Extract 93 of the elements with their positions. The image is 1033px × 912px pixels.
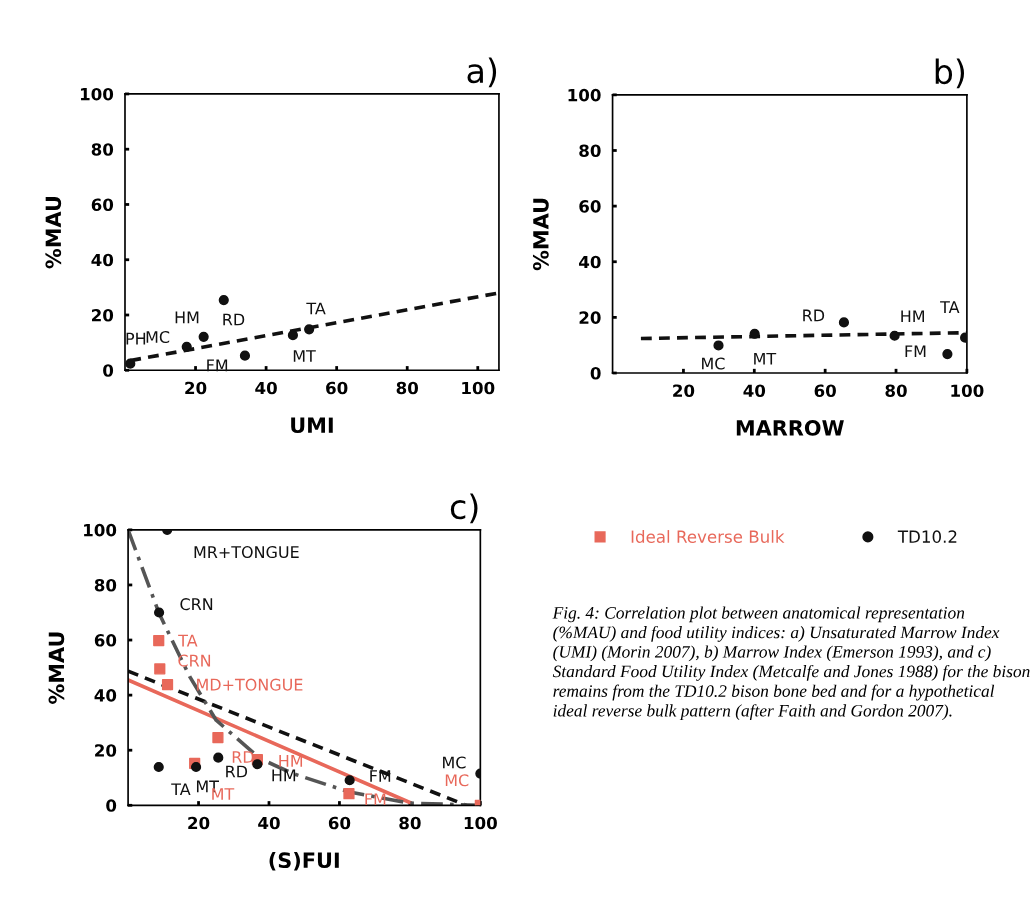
- y-axis-title: %MAU: [48, 632, 65, 704]
- annotation: HM: [279, 755, 303, 767]
- chart-title: b): [935, 58, 965, 89]
- x-tick-label: 80: [396, 381, 419, 395]
- annotation: MT: [754, 352, 777, 365]
- annotation: MT: [293, 350, 316, 362]
- annotation: MC: [445, 774, 469, 787]
- y-tick-label: 40: [91, 253, 114, 267]
- point: [212, 731, 224, 744]
- annotation: TA: [306, 302, 326, 315]
- y-tick-label: 40: [579, 255, 601, 269]
- y-tick-label: 0: [103, 364, 114, 377]
- y-tick-label: 100: [80, 87, 114, 101]
- y-tick-label: 80: [91, 143, 114, 156]
- annotation: MR+TONGUE: [194, 546, 299, 559]
- point: [287, 330, 299, 341]
- y-tick-label: 40: [94, 689, 117, 702]
- x-tick-label: 20: [185, 381, 207, 395]
- annotation: FM: [905, 345, 926, 358]
- y-tick-label: 100: [568, 88, 601, 102]
- x-tick-label: 100: [464, 816, 497, 830]
- point: [942, 349, 953, 360]
- x-tick-label: 60: [814, 384, 836, 398]
- annotation: TA: [940, 301, 960, 313]
- x-tick-label: 40: [255, 381, 277, 395]
- point: [218, 294, 229, 306]
- x-tick-label: 100: [951, 384, 984, 398]
- annotation: HM: [901, 310, 924, 323]
- point: [304, 324, 315, 335]
- annotation: MC: [702, 357, 725, 370]
- y-tick-label: 20: [579, 311, 601, 324]
- point: [153, 761, 164, 773]
- y-tick-label: 60: [91, 198, 114, 212]
- x-tick-label: 60: [326, 381, 348, 395]
- annotation: PH: [126, 332, 146, 345]
- point: [154, 663, 166, 675]
- point: [889, 330, 900, 341]
- point: [239, 350, 251, 361]
- x-tick-label: 60: [328, 816, 351, 830]
- y-tick-label: 60: [579, 200, 601, 213]
- legend-label: Ideal Reverse Bulk: [631, 530, 785, 543]
- point: [153, 634, 165, 647]
- x-axis-title: (S)FUI: [269, 852, 339, 871]
- legend-label: TD10.2: [897, 530, 957, 543]
- point: [343, 788, 355, 800]
- point: [749, 328, 760, 339]
- x-tick-label: 80: [885, 384, 907, 398]
- y-axis-title: %MAU: [45, 197, 62, 269]
- y-tick-label: 20: [95, 744, 117, 757]
- x-tick-label: 20: [673, 384, 695, 398]
- y-axis-title: %MAU: [532, 198, 549, 271]
- annotation: FM: [207, 359, 228, 372]
- annotation: CRN: [180, 598, 213, 611]
- x-tick-label: 40: [743, 384, 766, 398]
- point: [713, 340, 724, 351]
- y-tick-label: 80: [579, 144, 601, 158]
- annotation: RD: [803, 309, 825, 322]
- y-tick-label: 60: [94, 634, 117, 647]
- annotation: HM: [175, 311, 199, 324]
- point: [198, 331, 209, 342]
- y-tick-label: 0: [106, 799, 117, 812]
- point: [125, 358, 136, 369]
- annotation: RD: [223, 313, 245, 326]
- chart-title: c): [450, 493, 478, 524]
- point: [154, 607, 165, 618]
- point: [190, 761, 202, 773]
- annotation: FM: [365, 793, 386, 806]
- point: [161, 679, 174, 691]
- y-tick-label: 0: [590, 366, 601, 380]
- x-axis-title: UMI: [291, 417, 333, 434]
- annotation: TA: [178, 634, 198, 647]
- annotation: TA: [171, 783, 191, 796]
- x-tick-label: 80: [399, 816, 421, 830]
- caption: Fig. 4: Correlation plot between anatomical representation (%MAU) and food utility indices: a) Unsaturated Marrow Index (UMI) (Morin 2007), b) Marrow Index (Emerson 1993), and c) Standard Food Utility Index (Metcalfe and Jones 1988) for the bison remains from the TD10.2 bison bone bed and for a hypothetical ideal reverse bulk pattern (after Faith and Gordon 2007).: [552, 606, 1030, 721]
- point: [344, 775, 355, 786]
- annotation: MC: [146, 331, 170, 344]
- point: [252, 759, 263, 770]
- x-axis-title: MARROW: [736, 420, 844, 436]
- x-tick-label: 20: [188, 816, 210, 830]
- annotation: HM: [272, 769, 296, 782]
- annotation: CRN: [178, 654, 211, 667]
- point: [213, 752, 224, 763]
- x-tick-label: 40: [258, 816, 280, 830]
- point: [181, 341, 192, 352]
- x-tick-label: 100: [462, 381, 495, 395]
- y-tick-label: 100: [84, 523, 117, 537]
- annotation: MD+TONGUE: [197, 678, 303, 691]
- annotation: MC: [443, 756, 466, 769]
- annotation: RD: [226, 765, 248, 778]
- y-tick-label: 20: [92, 308, 114, 322]
- point: [838, 317, 850, 328]
- y-tick-label: 80: [94, 578, 117, 592]
- chart-title: a): [467, 57, 497, 88]
